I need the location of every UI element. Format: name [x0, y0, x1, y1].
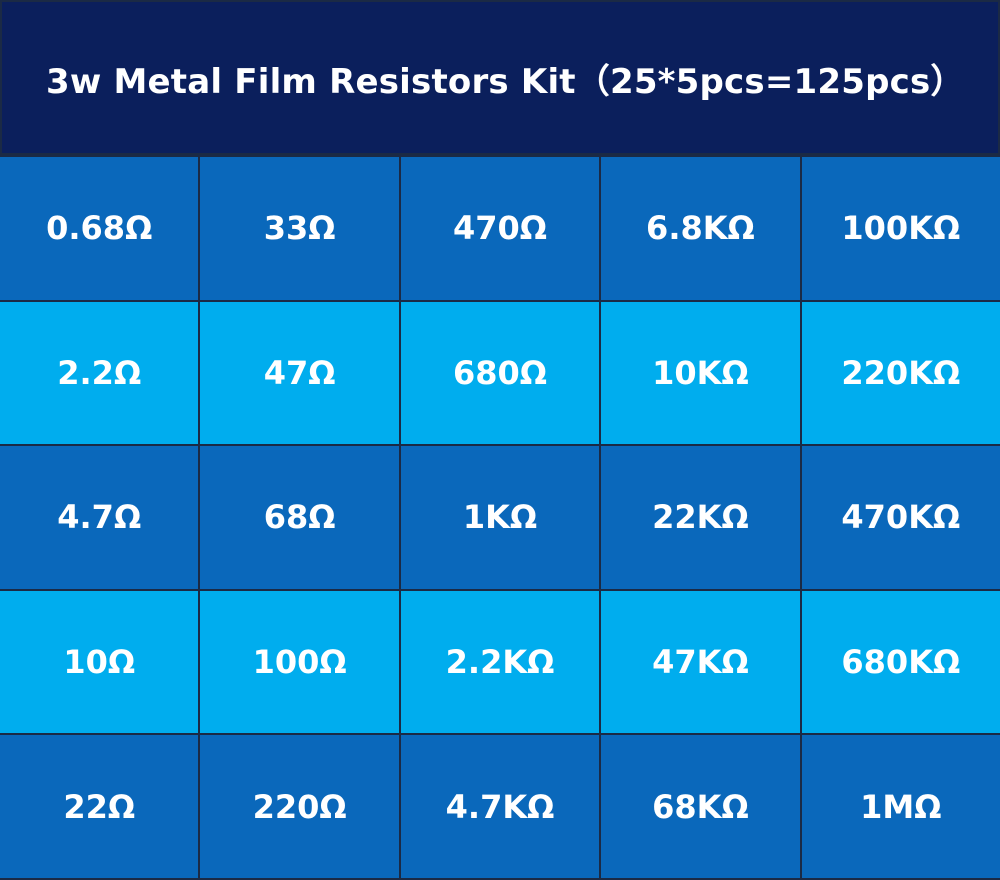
table-cell: 47Ω — [200, 301, 399, 445]
table-cell: 22KΩ — [601, 446, 800, 589]
title: 3w Metal Film Resistors Kit（25*5pcs=125p… — [46, 62, 965, 102]
table-cell: 1KΩ — [400, 446, 600, 589]
table-cell: 220Ω — [200, 735, 399, 878]
table-cell: 470KΩ — [801, 446, 1000, 589]
table-cell: 10KΩ — [601, 301, 800, 445]
table-cell: 2.2KΩ — [400, 590, 600, 734]
table-cell: 68KΩ — [601, 735, 800, 878]
table-cell: 4.7Ω — [0, 446, 199, 589]
resistor-table: 0.68Ω 33Ω 470Ω 6.8KΩ 100KΩ 2.2Ω 47Ω 680Ω 10KΩ 220… — [0, 157, 1000, 878]
table-cell: 4.7KΩ — [400, 735, 600, 878]
header: 3w Metal Film Resistors Kit（25*5pcs=125p… — [0, 0, 1000, 155]
table-cell: 1MΩ — [801, 735, 1000, 878]
table-cell: 100KΩ — [801, 157, 1000, 300]
table-cell: 470Ω — [400, 157, 600, 300]
table-cell: 33Ω — [200, 157, 399, 300]
table-cell: 2.2Ω — [0, 301, 199, 445]
table-cell: 68Ω — [200, 446, 399, 589]
table-cell: 220KΩ — [801, 301, 1000, 445]
table-cell: 22Ω — [0, 735, 199, 878]
table-cell: 6.8KΩ — [601, 157, 800, 300]
table-cell: 0.68Ω — [0, 157, 199, 300]
table-cell: 47KΩ — [601, 590, 800, 734]
table-cell: 10Ω — [0, 590, 199, 734]
table-cell: 100Ω — [200, 590, 399, 734]
table-cell: 680Ω — [400, 301, 600, 445]
table-cell: 680KΩ — [801, 590, 1000, 734]
